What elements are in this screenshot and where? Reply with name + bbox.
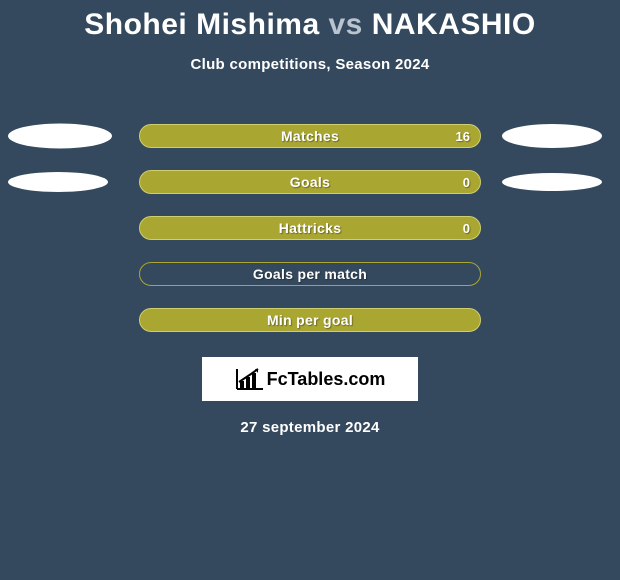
stat-value: 16 <box>456 129 470 144</box>
player2-name: NAKASHIO <box>372 8 536 41</box>
page-title: Shohei Mishima vs NAKASHIO <box>0 0 620 42</box>
logo-chart-icon <box>235 367 263 391</box>
stat-label: Hattricks <box>279 220 342 236</box>
stat-value: 0 <box>463 175 470 190</box>
logo-text: FcTables.com <box>267 369 386 390</box>
logo-box: FcTables.com <box>202 357 418 401</box>
left-ellipse <box>8 124 112 149</box>
right-ellipse <box>502 173 602 191</box>
right-ellipse <box>502 124 602 148</box>
stat-row: Goals 0 <box>0 159 620 205</box>
date-text: 27 september 2024 <box>0 419 620 436</box>
stat-row: Min per goal <box>0 297 620 343</box>
subtitle: Club competitions, Season 2024 <box>0 56 620 73</box>
stat-label: Matches <box>281 128 339 144</box>
stat-bar: Hattricks 0 <box>139 216 481 240</box>
vs-text: vs <box>328 8 362 41</box>
stat-bar: Matches 16 <box>139 124 481 148</box>
left-ellipse <box>8 172 108 192</box>
stat-label: Goals <box>290 174 330 190</box>
stat-label: Goals per match <box>253 266 367 282</box>
stat-value: 0 <box>463 221 470 236</box>
stat-row: Goals per match <box>0 251 620 297</box>
stat-bar: Min per goal <box>139 308 481 332</box>
stats-rows: Matches 16 Goals 0 Hattricks 0 Goals per match… <box>0 113 620 343</box>
stat-row: Hattricks 0 <box>0 205 620 251</box>
player1-name: Shohei Mishima <box>84 8 319 41</box>
stat-bar: Goals 0 <box>139 170 481 194</box>
stat-row: Matches 16 <box>0 113 620 159</box>
stat-bar: Goals per match <box>139 262 481 286</box>
stat-label: Min per goal <box>267 312 353 328</box>
